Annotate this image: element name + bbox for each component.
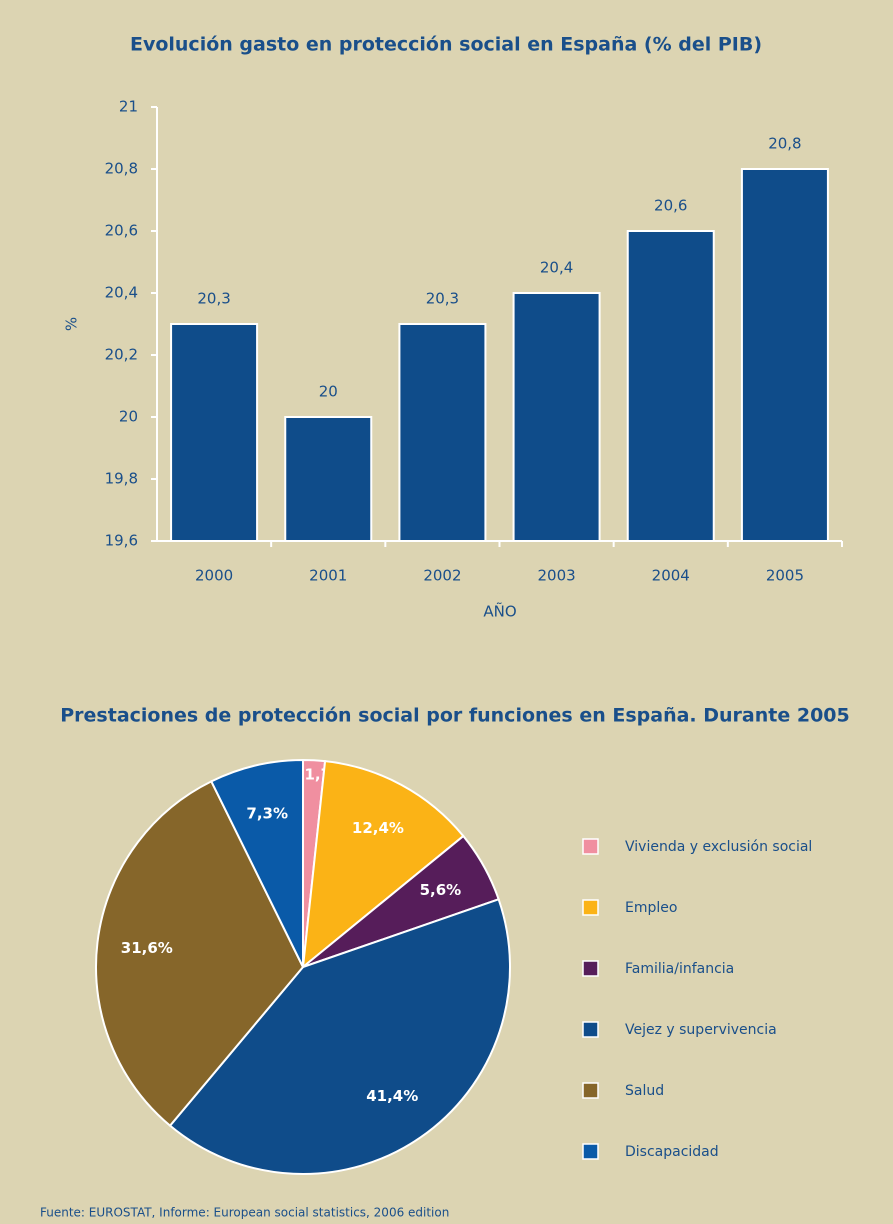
y-tick-label: 20,8 [105,160,138,178]
y-axis-label: % [63,317,81,331]
pie-slice [210,758,304,968]
legend-swatch [582,1082,599,1099]
y-tick-label: 20,4 [105,284,138,302]
value-label: 20,4 [540,259,573,277]
pie-slice [168,898,511,1175]
value-label: 20 [319,383,338,401]
legend-swatch [582,1143,599,1160]
x-tick-label: 2003 [537,567,575,585]
legend-label: Empleo [625,900,677,916]
pie-slice [95,780,305,1128]
source: Fuente: EUROSTAT, Informe: European soci… [40,1206,449,1220]
y-tick-label: 19,6 [105,532,138,550]
bar-title: Evolución gasto en protección social en … [130,34,762,56]
slice-label: 12,4% [352,819,404,837]
slice-label: 7,3% [246,804,288,822]
y-tick-label: 20,6 [105,222,138,240]
y-tick-label: 19,8 [105,470,138,488]
value-label: 20,3 [197,290,230,308]
legend-label: Salud [625,1083,664,1099]
legend-label: Vivienda y exclusión social [625,839,812,855]
legend-swatch [582,838,599,855]
pie-slice [301,760,465,970]
value-label: 20,8 [768,135,801,153]
x-axis-label: AÑO [483,602,516,621]
pie-title: Prestaciones de protección social por fu… [60,705,850,727]
bar [398,323,487,542]
slice-label: 41,4% [366,1087,418,1105]
x-tick-label: 2000 [195,567,233,585]
x-tick-label: 2002 [423,567,461,585]
slice-label: 31,6% [121,939,173,957]
bar [626,230,715,542]
slice-label: 5,6% [420,881,462,899]
legend-swatch [582,1021,599,1038]
legend-swatch [582,899,599,916]
value-label: 20,6 [654,197,687,215]
legend-swatch [582,960,599,977]
bar [512,292,601,542]
bar [170,323,259,542]
x-tick-label: 2001 [309,567,347,585]
y-tick-label: 20 [119,408,138,426]
bar [284,416,373,542]
legend-label: Discapacidad [625,1144,719,1160]
x-tick-label: 2004 [652,567,690,585]
y-tick-label: 21 [119,98,138,116]
y-tick-label: 20,2 [105,346,138,364]
legend-label: Vejez y supervivencia [625,1022,777,1038]
bar [740,168,829,542]
legend-label: Familia/infancia [625,961,734,977]
x-tick-label: 2005 [766,567,804,585]
value-label: 20,3 [426,290,459,308]
